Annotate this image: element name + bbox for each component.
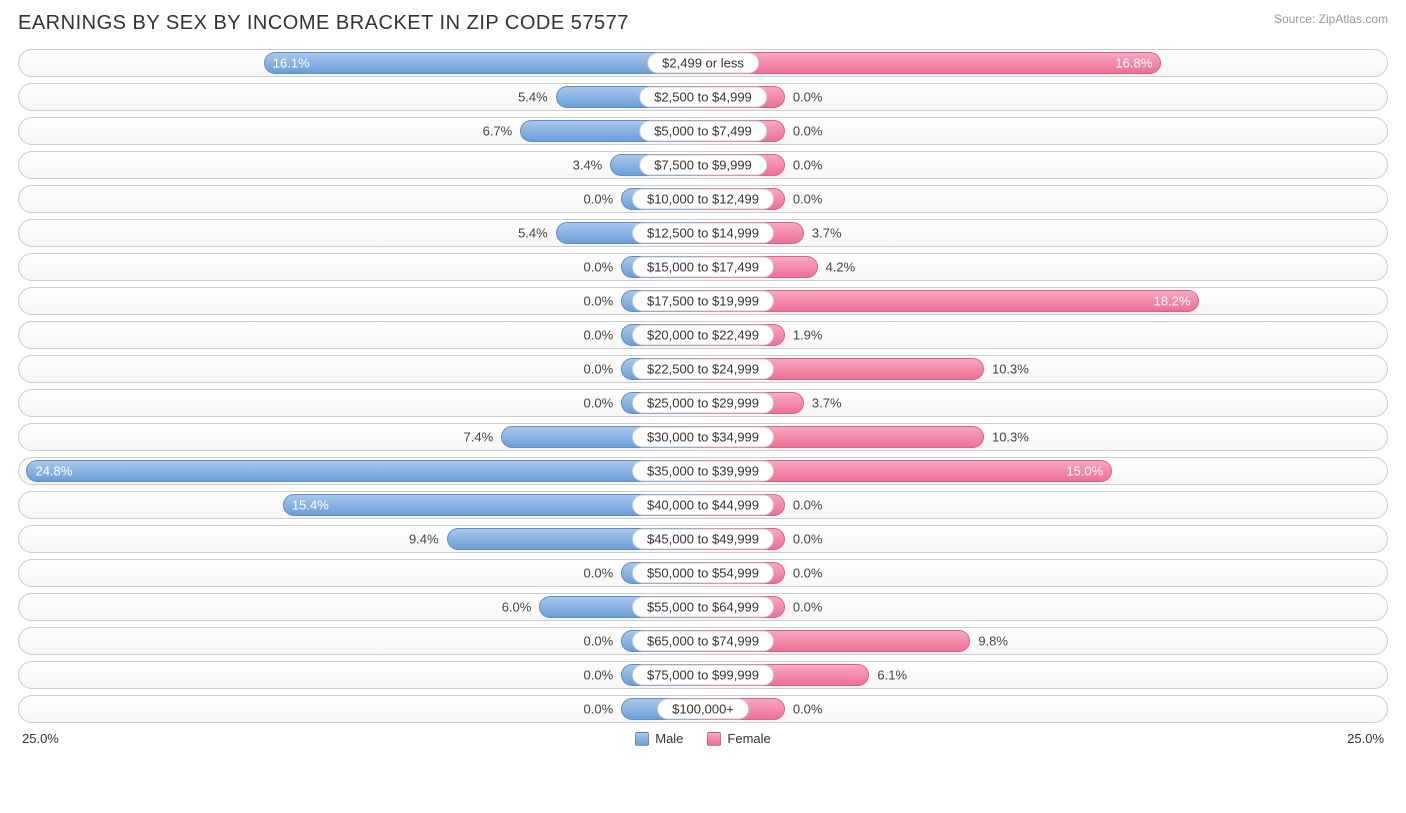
male-pct: 0.0% <box>584 668 614 683</box>
male-pct: 0.0% <box>584 260 614 275</box>
male-pct: 0.0% <box>584 566 614 581</box>
female-pct: 16.8% <box>1115 56 1152 71</box>
bracket-label: $2,500 to $4,999 <box>639 87 767 108</box>
bracket-label: $50,000 to $54,999 <box>632 563 774 584</box>
female-pct: 0.0% <box>793 124 823 139</box>
chart-row: 6.7% 0.0% $5,000 to $7,499 <box>18 117 1388 145</box>
bracket-label: $2,499 or less <box>647 53 759 74</box>
female-bar: 16.8% <box>703 52 1161 74</box>
chart-row: 24.8% 15.0% $35,000 to $39,999 <box>18 457 1388 485</box>
female-pct: 9.8% <box>978 634 1008 649</box>
bracket-label: $100,000+ <box>657 699 749 720</box>
female-pct: 0.0% <box>793 702 823 717</box>
bracket-label: $35,000 to $39,999 <box>632 461 774 482</box>
male-pct: 5.4% <box>518 226 548 241</box>
male-pct: 0.0% <box>584 396 614 411</box>
male-pct: 3.4% <box>573 158 603 173</box>
male-pct: 7.4% <box>464 430 494 445</box>
chart-row: 0.0% 0.0% $50,000 to $54,999 <box>18 559 1388 587</box>
legend-female: Female <box>707 731 770 746</box>
male-pct: 5.4% <box>518 90 548 105</box>
female-pct: 10.3% <box>992 430 1029 445</box>
female-swatch-icon <box>707 732 721 746</box>
female-pct: 0.0% <box>793 158 823 173</box>
male-bar: 16.1% <box>264 52 703 74</box>
chart-row: 0.0% 3.7% $25,000 to $29,999 <box>18 389 1388 417</box>
male-pct: 0.0% <box>584 702 614 717</box>
chart-row: 0.0% 9.8% $65,000 to $74,999 <box>18 627 1388 655</box>
male-pct: 24.8% <box>35 464 72 479</box>
legend: Male Female <box>635 731 771 746</box>
male-pct: 6.7% <box>483 124 513 139</box>
chart-row: 9.4% 0.0% $45,000 to $49,999 <box>18 525 1388 553</box>
bracket-label: $15,000 to $17,499 <box>632 257 774 278</box>
chart-row: 0.0% 0.0% $100,000+ <box>18 695 1388 723</box>
chart-row: 5.4% 0.0% $2,500 to $4,999 <box>18 83 1388 111</box>
female-pct: 0.0% <box>793 566 823 581</box>
chart-row: 0.0% 0.0% $10,000 to $12,499 <box>18 185 1388 213</box>
bracket-label: $75,000 to $99,999 <box>632 665 774 686</box>
female-pct: 0.0% <box>793 90 823 105</box>
male-pct: 0.0% <box>584 192 614 207</box>
bracket-label: $25,000 to $29,999 <box>632 393 774 414</box>
chart-row: 6.0% 0.0% $55,000 to $64,999 <box>18 593 1388 621</box>
female-pct: 0.0% <box>793 192 823 207</box>
legend-female-label: Female <box>727 731 770 746</box>
chart-title: EARNINGS BY SEX BY INCOME BRACKET IN ZIP… <box>18 12 629 35</box>
chart-row: 5.4% 3.7% $12,500 to $14,999 <box>18 219 1388 247</box>
female-pct: 18.2% <box>1154 294 1191 309</box>
female-pct: 0.0% <box>793 600 823 615</box>
chart-row: 15.4% 0.0% $40,000 to $44,999 <box>18 491 1388 519</box>
bracket-label: $22,500 to $24,999 <box>632 359 774 380</box>
bracket-label: $30,000 to $34,999 <box>632 427 774 448</box>
male-pct: 6.0% <box>502 600 532 615</box>
male-swatch-icon <box>635 732 649 746</box>
male-pct: 0.0% <box>584 362 614 377</box>
legend-male-label: Male <box>655 731 683 746</box>
chart-row: 3.4% 0.0% $7,500 to $9,999 <box>18 151 1388 179</box>
male-pct: 0.0% <box>584 634 614 649</box>
female-pct: 10.3% <box>992 362 1029 377</box>
bracket-label: $55,000 to $64,999 <box>632 597 774 618</box>
female-pct: 4.2% <box>826 260 856 275</box>
chart-row: 0.0% 18.2% $17,500 to $19,999 <box>18 287 1388 315</box>
legend-male: Male <box>635 731 683 746</box>
bracket-label: $65,000 to $74,999 <box>632 631 774 652</box>
female-bar: 18.2% <box>703 290 1199 312</box>
chart-row: 7.4% 10.3% $30,000 to $34,999 <box>18 423 1388 451</box>
male-bar: 24.8% <box>26 460 703 482</box>
female-pct: 3.7% <box>812 226 842 241</box>
female-pct: 6.1% <box>877 668 907 683</box>
male-pct: 15.4% <box>292 498 329 513</box>
chart-row: 0.0% 4.2% $15,000 to $17,499 <box>18 253 1388 281</box>
bracket-label: $12,500 to $14,999 <box>632 223 774 244</box>
chart-row: 0.0% 6.1% $75,000 to $99,999 <box>18 661 1388 689</box>
male-pct: 0.0% <box>584 328 614 343</box>
female-pct: 3.7% <box>812 396 842 411</box>
male-pct: 0.0% <box>584 294 614 309</box>
male-pct: 16.1% <box>273 56 310 71</box>
female-pct: 0.0% <box>793 498 823 513</box>
bracket-label: $10,000 to $12,499 <box>632 189 774 210</box>
chart-row: 0.0% 1.9% $20,000 to $22,499 <box>18 321 1388 349</box>
butterfly-chart: 16.1% 16.8% $2,499 or less 5.4% 0.0% $2,500 t… <box>18 49 1388 723</box>
bracket-label: $45,000 to $49,999 <box>632 529 774 550</box>
bracket-label: $20,000 to $22,499 <box>632 325 774 346</box>
chart-source: Source: ZipAtlas.com <box>1274 12 1388 26</box>
male-pct: 9.4% <box>409 532 439 547</box>
bracket-label: $5,000 to $7,499 <box>639 121 767 142</box>
female-pct: 1.9% <box>793 328 823 343</box>
chart-row: 0.0% 10.3% $22,500 to $24,999 <box>18 355 1388 383</box>
bracket-label: $40,000 to $44,999 <box>632 495 774 516</box>
female-pct: 0.0% <box>793 532 823 547</box>
axis-left-label: 25.0% <box>18 731 635 746</box>
chart-row: 16.1% 16.8% $2,499 or less <box>18 49 1388 77</box>
axis-right-label: 25.0% <box>771 731 1388 746</box>
female-pct: 15.0% <box>1066 464 1103 479</box>
bracket-label: $7,500 to $9,999 <box>639 155 767 176</box>
bracket-label: $17,500 to $19,999 <box>632 291 774 312</box>
